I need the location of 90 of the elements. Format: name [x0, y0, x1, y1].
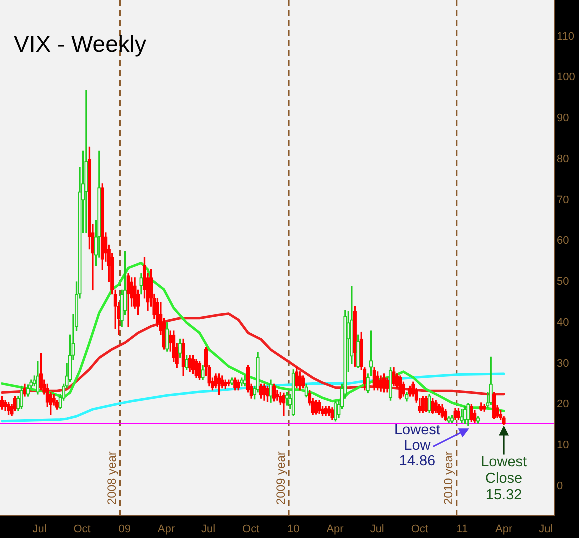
y-tick-label: 90: [557, 112, 570, 125]
candlestick: [424, 396, 428, 412]
candlestick: [388, 368, 393, 401]
candlestick: [292, 370, 296, 416]
candlestick: [20, 386, 24, 410]
candlestick: [217, 374, 222, 396]
ref-line-label: 2009 year: [274, 452, 288, 505]
y-tick-label: 70: [557, 194, 570, 206]
candlestick: [421, 396, 425, 414]
candlestick: [178, 338, 182, 358]
x-tick-label: Apr: [326, 524, 344, 536]
candlestick: [405, 392, 409, 402]
text: VIX - Weekly: [14, 31, 147, 57]
candlestick: [285, 392, 290, 406]
y-tick-label: 20: [557, 398, 570, 411]
candlestick: [298, 372, 302, 391]
candlestick: [304, 384, 308, 398]
candlestick: [194, 359, 198, 378]
candlestick: [100, 184, 104, 270]
candlestick: [489, 356, 493, 405]
candlestick: [466, 403, 470, 426]
candlestick: [392, 368, 396, 387]
candlestick: [463, 406, 468, 424]
candlestick: [454, 408, 458, 420]
candlestick: [447, 416, 451, 423]
candlestick: [408, 386, 412, 397]
candlestick: [434, 400, 438, 414]
candlestick: [36, 361, 40, 395]
candlestick: [431, 398, 435, 414]
candlestick: [272, 384, 276, 402]
y-tick-label: 50: [557, 276, 570, 288]
candlestick: [302, 376, 306, 389]
candlestick: [379, 376, 383, 392]
candlestick: [398, 376, 402, 400]
candlestick: [382, 374, 386, 393]
x-tick-label: Jul: [202, 524, 216, 536]
candlestick: [269, 380, 273, 403]
ref-line-label: 2010 year: [442, 452, 456, 505]
annotation: Lowest Close 15.32: [481, 454, 528, 504]
candlestick: [23, 384, 27, 397]
candlestick: [386, 378, 390, 393]
candlestick: [182, 338, 186, 376]
y-tick-label: 30: [557, 358, 570, 370]
candlestick: [460, 409, 464, 424]
candlestick: [480, 402, 484, 412]
candlestick: [492, 392, 496, 420]
x-tick-label: 10: [288, 524, 300, 536]
y-tick-label: 110: [557, 30, 575, 43]
x-tick-label: Apr: [158, 524, 176, 536]
y-tick-label: 10: [557, 440, 570, 452]
ref-line-label: 2008 year: [105, 452, 120, 505]
candlestick: [318, 400, 322, 414]
candlestick: [140, 274, 144, 295]
x-tick-label: Oct: [411, 524, 428, 536]
candlestick: [262, 384, 266, 401]
candlestick: [0, 396, 4, 410]
candlestick: [353, 306, 357, 367]
x-tick-label: Oct: [242, 524, 260, 536]
candlestick: [330, 408, 334, 420]
candlestick: [324, 406, 328, 416]
x-tick-label: Jul: [370, 524, 384, 536]
candlestick: [295, 368, 299, 389]
candlestick: [52, 394, 56, 406]
candlestick: [402, 382, 406, 397]
x-tick-label: Oct: [74, 524, 91, 536]
x-tick-label: 09: [118, 524, 131, 536]
candlestick: [428, 394, 432, 414]
y-tick-label: 60: [557, 235, 570, 248]
candlestick: [376, 372, 380, 391]
candlestick: [440, 404, 444, 418]
candlestick: [198, 361, 202, 380]
y-tick-label: 100: [557, 72, 576, 84]
candlestick: [188, 355, 192, 372]
annotation: Lowest Low 14.86: [394, 422, 440, 470]
x-tick-label: Jul: [539, 524, 554, 536]
candlestick: [356, 334, 360, 368]
y-tick-label: 0: [557, 480, 564, 492]
candlestick: [334, 401, 338, 422]
x-tick-label: Jul: [32, 524, 47, 536]
candlestick: [266, 386, 270, 402]
candlestick: [166, 322, 170, 352]
candlestick: [372, 368, 376, 391]
candlestick: [4, 400, 8, 412]
candlestick: [482, 404, 486, 412]
x-tick-label: 11: [456, 524, 468, 536]
y-tick-label: 80: [557, 153, 570, 166]
candlestick: [84, 90, 88, 234]
y-tick-label: 40: [557, 316, 570, 329]
x-tick-label: Apr: [495, 524, 513, 536]
candlestick: [201, 365, 205, 380]
